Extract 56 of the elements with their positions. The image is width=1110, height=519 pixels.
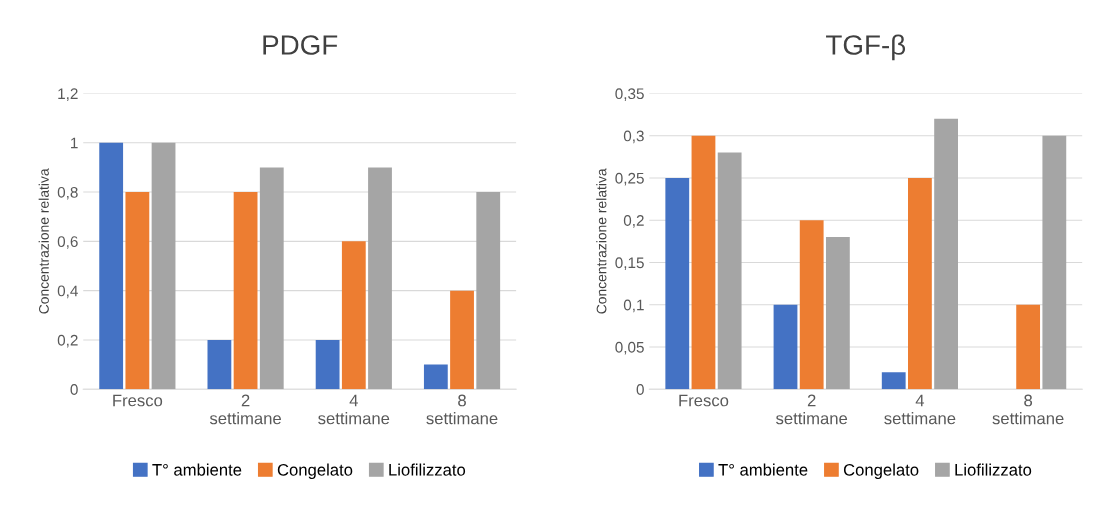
bar xyxy=(476,192,501,390)
y-tick-label: 0,25 xyxy=(615,172,644,186)
legend-label: T° ambiente xyxy=(152,463,242,476)
x-tick-label: 4 settimane xyxy=(884,394,956,425)
bar xyxy=(773,304,798,390)
chart-title: TGF-β xyxy=(826,34,906,61)
x-tick-label: 2 settimane xyxy=(776,394,848,425)
bar xyxy=(125,192,150,390)
bar xyxy=(825,237,850,390)
y-tick-label: 1,2 xyxy=(58,88,78,101)
bar xyxy=(717,152,742,390)
y-tick-label: 0,2 xyxy=(57,334,78,348)
x-tick-label: 8 settimane xyxy=(426,394,498,425)
bar xyxy=(207,339,232,390)
bar xyxy=(908,177,932,390)
legend-label: Liofilizzato xyxy=(955,463,1032,476)
x-tick-label: 4 settimane xyxy=(318,394,390,425)
y-tick-label: 0 xyxy=(636,384,644,395)
y-tick-label: 0,4 xyxy=(57,285,78,299)
bar xyxy=(259,167,284,390)
y-axis-title: Concentrazione relativa xyxy=(38,168,49,314)
bar xyxy=(450,290,474,390)
y-tick-label: 0,1 xyxy=(623,299,644,313)
y-axis-title: Concentrazione relativa xyxy=(596,168,607,314)
y-tick-label: 0 xyxy=(70,384,78,395)
y-tick-label: 1 xyxy=(71,137,78,149)
legend-label: Congelato xyxy=(277,463,353,480)
y-tick-label: 0,2 xyxy=(623,215,644,228)
legend-label: Liofilizzato xyxy=(389,463,466,476)
bar xyxy=(368,167,392,390)
bar xyxy=(881,372,906,390)
y-tick-label: 0,35 xyxy=(615,88,644,101)
bar xyxy=(315,339,340,390)
y-tick-label: 0,8 xyxy=(57,186,78,200)
bar xyxy=(665,177,690,390)
x-tick-label: 8 settimane xyxy=(992,394,1064,425)
bar xyxy=(1016,304,1041,390)
legend-label: T° ambiente xyxy=(718,463,808,476)
chart-title: PDGF xyxy=(263,35,338,55)
y-tick-label: 0,6 xyxy=(57,236,78,249)
legend-label: Congelato xyxy=(843,463,919,480)
y-tick-label: 0,15 xyxy=(615,257,644,270)
bar xyxy=(1042,135,1067,390)
bar xyxy=(99,142,124,390)
bar xyxy=(151,142,176,390)
bar xyxy=(799,220,824,390)
y-tick-label: 0,05 xyxy=(615,341,644,355)
bar xyxy=(423,364,448,390)
bar xyxy=(341,241,366,390)
y-tick-label: 0,3 xyxy=(623,130,644,144)
bar xyxy=(934,118,959,390)
x-tick-label: Fresco xyxy=(679,394,729,407)
bar xyxy=(233,192,258,390)
bar xyxy=(691,135,716,390)
x-tick-label: Fresco xyxy=(113,394,163,407)
x-tick-label: 2 settimane xyxy=(209,394,281,425)
